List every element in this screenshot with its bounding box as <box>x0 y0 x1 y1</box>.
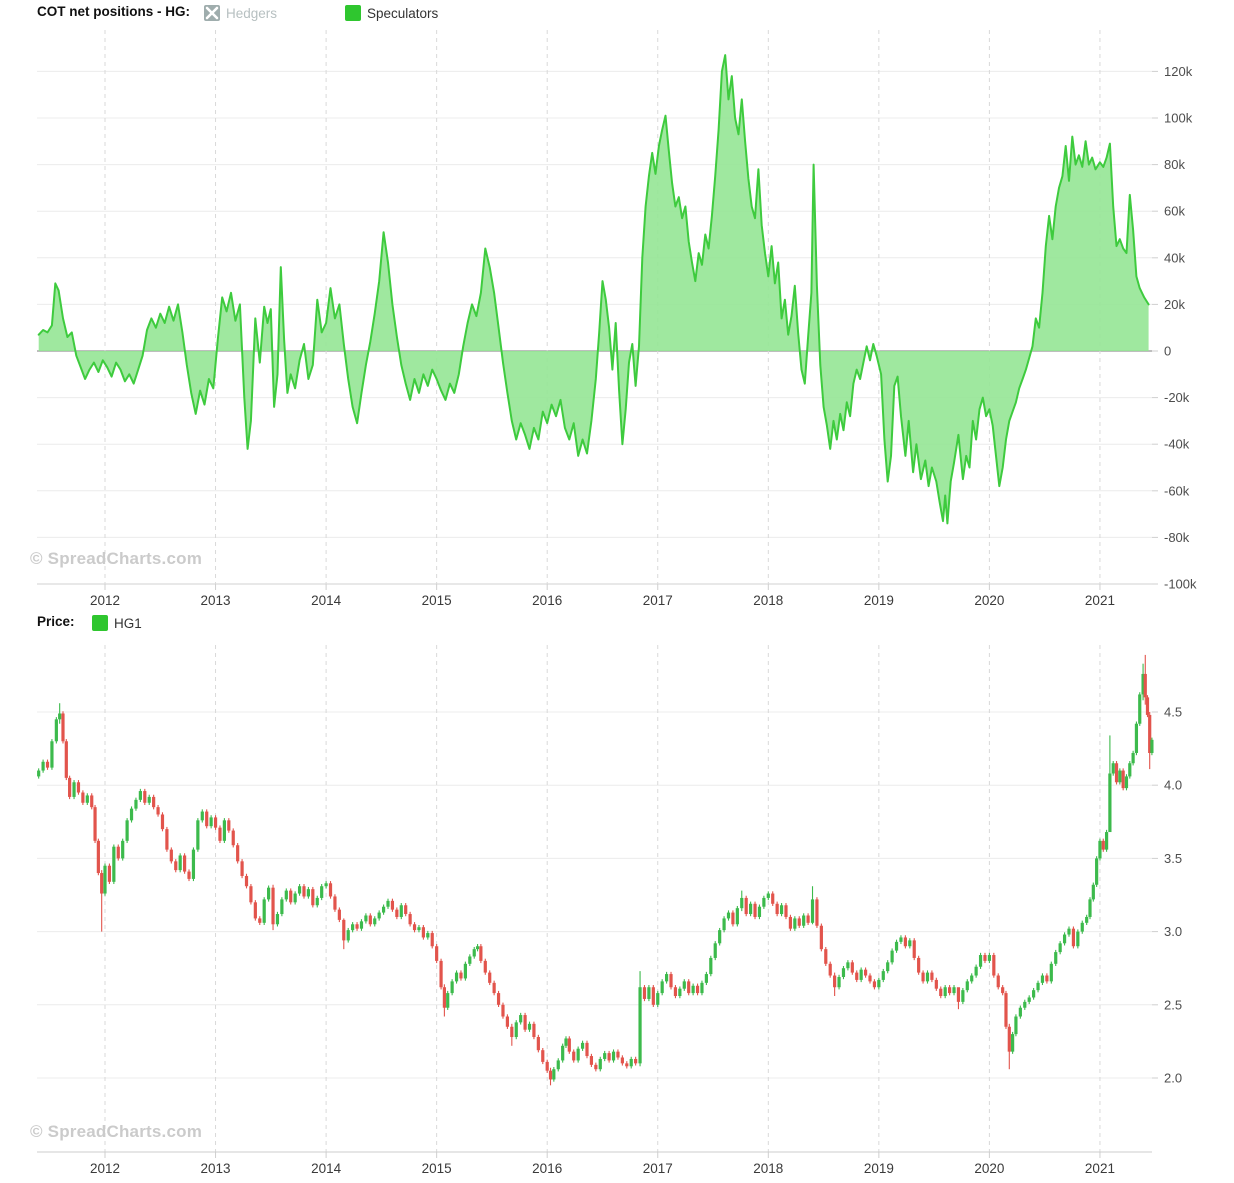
svg-text:120k: 120k <box>1164 64 1193 79</box>
svg-text:-40k: -40k <box>1164 437 1190 452</box>
speculators-swatch-icon <box>345 5 361 21</box>
cot-net-positions-chart[interactable]: 120k 100k 80k 60k 40k 20k 0 -20k -40k -60k -80k -10… <box>0 26 1234 612</box>
svg-text:2019: 2019 <box>864 593 894 608</box>
svg-text:2012: 2012 <box>90 1161 120 1176</box>
svg-text:2015: 2015 <box>422 1161 452 1176</box>
svg-text:2.5: 2.5 <box>1164 997 1182 1012</box>
svg-text:2021: 2021 <box>1085 1161 1115 1176</box>
price-candlestick-chart[interactable]: 4.5 4.0 3.5 3.0 2.5 2.0 2012 2013 2014 2015 2016 20… <box>0 612 1234 1183</box>
svg-text:80k: 80k <box>1164 157 1185 172</box>
legend-item-hedgers[interactable]: Hedgers <box>204 4 324 22</box>
svg-text:3.0: 3.0 <box>1164 924 1182 939</box>
svg-text:-100k: -100k <box>1164 577 1197 592</box>
svg-text:0: 0 <box>1164 344 1171 359</box>
cot-chart-title: COT net positions - HG: <box>37 4 190 19</box>
hedgers-disabled-swatch-icon <box>204 5 220 21</box>
svg-text:2019: 2019 <box>864 1161 894 1176</box>
svg-text:2018: 2018 <box>753 1161 783 1176</box>
svg-text:2014: 2014 <box>311 1161 342 1176</box>
hg1-swatch-icon <box>92 615 108 631</box>
watermark-bottom: © SpreadCharts.com <box>30 1122 203 1141</box>
svg-text:40k: 40k <box>1164 250 1185 265</box>
cot-legend-row: COT net positions - HG: Hedgers Speculat… <box>0 4 1234 26</box>
svg-text:2020: 2020 <box>974 593 1004 608</box>
svg-text:2012: 2012 <box>90 593 120 608</box>
svg-text:2015: 2015 <box>422 593 452 608</box>
hg1-label: HG1 <box>114 616 142 631</box>
svg-text:60k: 60k <box>1164 204 1185 219</box>
svg-text:2013: 2013 <box>201 593 231 608</box>
svg-text:2013: 2013 <box>201 1161 231 1176</box>
svg-text:4.0: 4.0 <box>1164 778 1182 793</box>
svg-text:-20k: -20k <box>1164 390 1190 405</box>
svg-text:2017: 2017 <box>643 593 673 608</box>
svg-text:2018: 2018 <box>753 593 783 608</box>
hedgers-label: Hedgers <box>226 6 278 21</box>
svg-text:-80k: -80k <box>1164 530 1190 545</box>
svg-text:2021: 2021 <box>1085 593 1115 608</box>
svg-text:100k: 100k <box>1164 111 1193 126</box>
svg-text:2016: 2016 <box>532 1161 562 1176</box>
legend-item-speculators[interactable]: Speculators <box>345 4 475 22</box>
svg-text:2.0: 2.0 <box>1164 1071 1182 1086</box>
svg-text:2020: 2020 <box>974 1161 1004 1176</box>
svg-text:2016: 2016 <box>532 593 562 608</box>
svg-text:-60k: -60k <box>1164 483 1190 498</box>
svg-text:20k: 20k <box>1164 297 1185 312</box>
x-icon <box>205 6 219 20</box>
watermark-top: © SpreadCharts.com <box>30 549 203 568</box>
svg-text:4.5: 4.5 <box>1164 705 1182 720</box>
legend-item-hg1[interactable]: HG1 <box>92 614 172 632</box>
svg-text:3.5: 3.5 <box>1164 851 1182 866</box>
svg-text:2014: 2014 <box>311 593 342 608</box>
price-chart-title: Price: <box>37 614 75 629</box>
speculators-label: Speculators <box>367 6 439 21</box>
price-legend-row: Price: HG1 <box>0 614 1234 636</box>
svg-text:2017: 2017 <box>643 1161 673 1176</box>
